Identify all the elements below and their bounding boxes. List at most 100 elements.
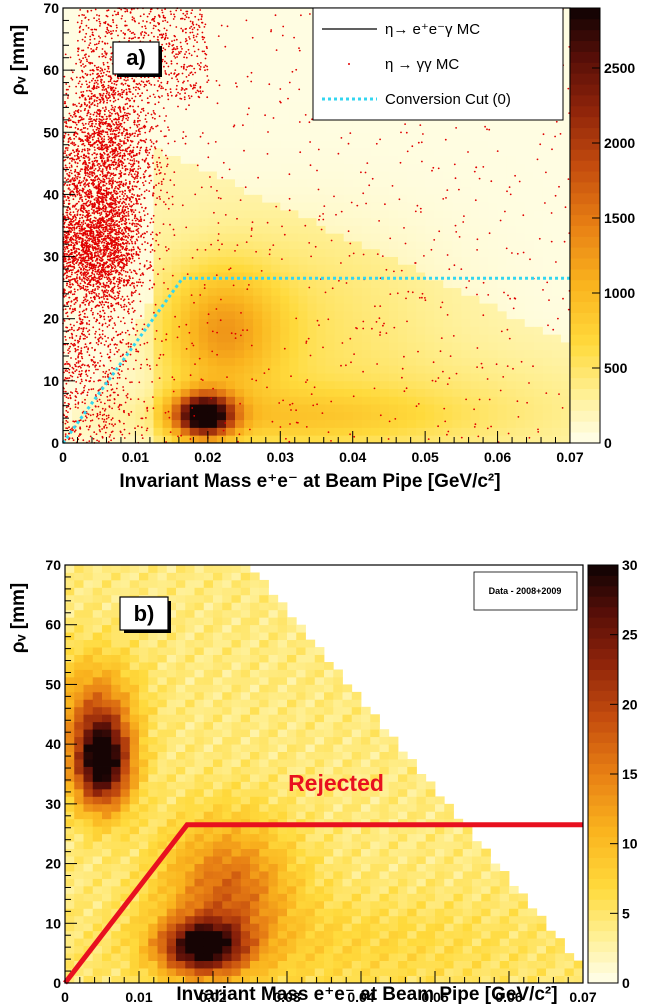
heatmap-cell: [370, 233, 381, 242]
heatmap-cell: [379, 435, 390, 444]
heatmap-cell: [560, 318, 571, 327]
heatmap-cell: [216, 202, 227, 211]
heatmap-cell: [470, 396, 480, 405]
heatmap-cell: [189, 248, 200, 257]
heatmap-cell: [135, 411, 145, 421]
heatmap-cell: [235, 380, 245, 390]
scatter-point: [118, 255, 121, 258]
heatmap-cell: [343, 435, 354, 444]
heatmap-cell: [343, 303, 354, 312]
scatter-point: [82, 266, 84, 268]
scatter-point: [90, 224, 93, 227]
heatmap-cell: [298, 178, 308, 188]
heatmap-cell: [189, 54, 200, 63]
heatmap-cell: [488, 279, 498, 289]
scatter-point: [102, 266, 104, 269]
heatmap-cell: [207, 132, 218, 141]
heatmap-cell: [216, 93, 227, 102]
heatmap-cell: [81, 202, 91, 211]
heatmap-cell: [289, 77, 299, 87]
heatmap-cell: [470, 116, 480, 125]
scatter-point: [136, 239, 139, 242]
heatmap-cell: [542, 349, 553, 358]
scatter-point: [127, 215, 130, 217]
heatmap-cell: [443, 233, 453, 242]
heatmap-cell: [506, 272, 517, 281]
heatmap-cell: [361, 147, 372, 156]
heatmap-cell: [407, 132, 417, 141]
heatmap-cell: [388, 388, 399, 397]
scatter-point: [109, 271, 112, 274]
scatter-point: [107, 307, 110, 309]
heatmap-cell: [180, 287, 191, 296]
heatmap-cell: [244, 287, 254, 296]
heatmap-cell: [506, 318, 517, 327]
scatter-point: [73, 308, 76, 311]
scatter-point: [81, 310, 84, 313]
scatter-point: [109, 236, 111, 239]
heatmap-cell: [461, 140, 471, 149]
heatmap-cell: [289, 108, 299, 118]
heatmap-cell: [198, 39, 209, 48]
heatmap-cell: [262, 342, 272, 351]
heatmap-cell: [325, 357, 335, 366]
scatter-point: [120, 320, 122, 323]
heatmap-cell: [126, 15, 136, 24]
heatmap-cell: [560, 93, 571, 102]
heatmap-cell: [207, 404, 218, 413]
scatter-point: [131, 209, 134, 211]
heatmap-cell: [171, 101, 182, 110]
heatmap-cell: [434, 132, 444, 141]
heatmap-cell: [63, 124, 73, 133]
heatmap-cell: [542, 132, 553, 141]
heatmap-cell: [171, 326, 182, 335]
heatmap-cell: [63, 70, 73, 79]
scatter-point: [104, 189, 106, 192]
heatmap-cell: [533, 279, 544, 289]
heatmap-cell: [72, 217, 82, 226]
heatmap-cell: [434, 194, 444, 203]
heatmap-cell: [244, 411, 254, 421]
heatmap-cell: [262, 39, 272, 48]
heatmap-cell: [560, 396, 571, 405]
heatmap-cell: [117, 357, 127, 366]
heatmap-cell: [144, 388, 154, 397]
heatmap-cell: [298, 411, 308, 421]
scatter-point: [172, 228, 175, 231]
heatmap-cell: [452, 140, 462, 149]
heatmap-cell: [397, 147, 408, 156]
scatter-point: [105, 196, 108, 199]
heatmap-cell: [379, 202, 390, 211]
heatmap-cell: [479, 435, 489, 444]
heatmap-cell: [551, 419, 562, 428]
scatter-point: [91, 269, 94, 272]
heatmap-cell: [225, 435, 236, 444]
heatmap-cell: [153, 388, 163, 397]
heatmap-cell: [515, 310, 526, 320]
heatmap-cell: [397, 303, 408, 312]
heatmap-cell: [253, 287, 263, 296]
heatmap-cell: [388, 396, 399, 405]
scatter-point: [117, 287, 120, 290]
scatter-point: [87, 288, 89, 291]
scatter-point: [103, 318, 106, 321]
scatter-point: [98, 229, 101, 231]
heatmap-cell: [298, 326, 308, 335]
heatmap-cell: [325, 241, 335, 250]
heatmap-cell: [81, 349, 91, 358]
heatmap-cell: [343, 380, 354, 390]
heatmap-cell: [144, 272, 154, 281]
heatmap-cell: [99, 396, 109, 405]
heatmap-cell: [144, 132, 154, 141]
heatmap-cell: [470, 155, 480, 164]
heatmap-cell: [551, 326, 562, 335]
scatter-point: [114, 243, 116, 246]
heatmap-cell: [334, 124, 345, 133]
heatmap-cell: [316, 209, 326, 219]
heatmap-cell: [189, 326, 200, 335]
heatmap-cell: [162, 31, 173, 40]
heatmap-cell: [307, 132, 317, 141]
heatmap-cell: [135, 178, 145, 188]
heatmap-cell: [153, 318, 163, 327]
